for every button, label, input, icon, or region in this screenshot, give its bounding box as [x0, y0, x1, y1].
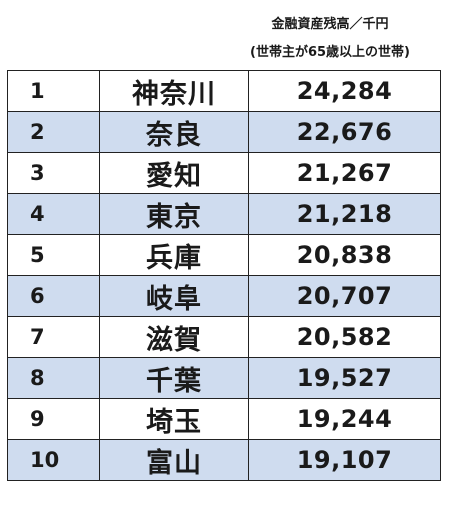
prefecture-cell: 奈良	[99, 111, 249, 153]
rank-cell: 3	[7, 152, 100, 194]
rank-cell: 9	[7, 398, 100, 440]
rank-cell: 6	[7, 275, 100, 317]
amount-cell: 21,218	[248, 193, 441, 235]
amount-cell: 19,107	[248, 439, 441, 481]
amount-cell: 24,284	[248, 70, 441, 112]
prefecture-cell: 千葉	[99, 357, 249, 399]
prefecture-cell: 滋賀	[99, 316, 249, 358]
prefecture-cell: 埼玉	[99, 398, 249, 440]
rank-cell: 7	[7, 316, 100, 358]
rank-cell: 4	[7, 193, 100, 235]
table-row: 1 神奈川 24,284	[7, 70, 441, 112]
amount-cell: 22,676	[248, 111, 441, 153]
table-row: 10 富山 19,107	[7, 439, 441, 481]
table-row: 9 埼玉 19,244	[7, 398, 441, 440]
ranking-table: 1 神奈川 24,284 2 奈良 22,676 3 愛知 21,267 4 東…	[7, 70, 441, 481]
rank-cell: 1	[7, 70, 100, 112]
table-row: 6 岐阜 20,707	[7, 275, 441, 317]
amount-cell: 21,267	[248, 152, 441, 194]
amount-cell: 20,838	[248, 234, 441, 276]
table-row: 8 千葉 19,527	[7, 357, 441, 399]
prefecture-cell: 岐阜	[99, 275, 249, 317]
prefecture-cell: 神奈川	[99, 70, 249, 112]
prefecture-cell: 愛知	[99, 152, 249, 194]
rank-cell: 10	[7, 439, 100, 481]
rank-cell: 2	[7, 111, 100, 153]
prefecture-cell: 東京	[99, 193, 249, 235]
rank-cell: 5	[7, 234, 100, 276]
amount-cell: 19,527	[248, 357, 441, 399]
table-caption-title: 金融資産残高／千円	[271, 17, 389, 32]
rank-cell: 8	[7, 357, 100, 399]
prefecture-cell: 富山	[99, 439, 249, 481]
table-caption-subtitle: (世帯主が65歳以上の世帯)	[250, 45, 410, 60]
table-row: 7 滋賀 20,582	[7, 316, 441, 358]
table-row: 3 愛知 21,267	[7, 152, 441, 194]
table-row: 4 東京 21,218	[7, 193, 441, 235]
amount-cell: 19,244	[248, 398, 441, 440]
amount-cell: 20,582	[248, 316, 441, 358]
prefecture-cell: 兵庫	[99, 234, 249, 276]
table-row: 2 奈良 22,676	[7, 111, 441, 153]
table-row: 5 兵庫 20,838	[7, 234, 441, 276]
amount-cell: 20,707	[248, 275, 441, 317]
